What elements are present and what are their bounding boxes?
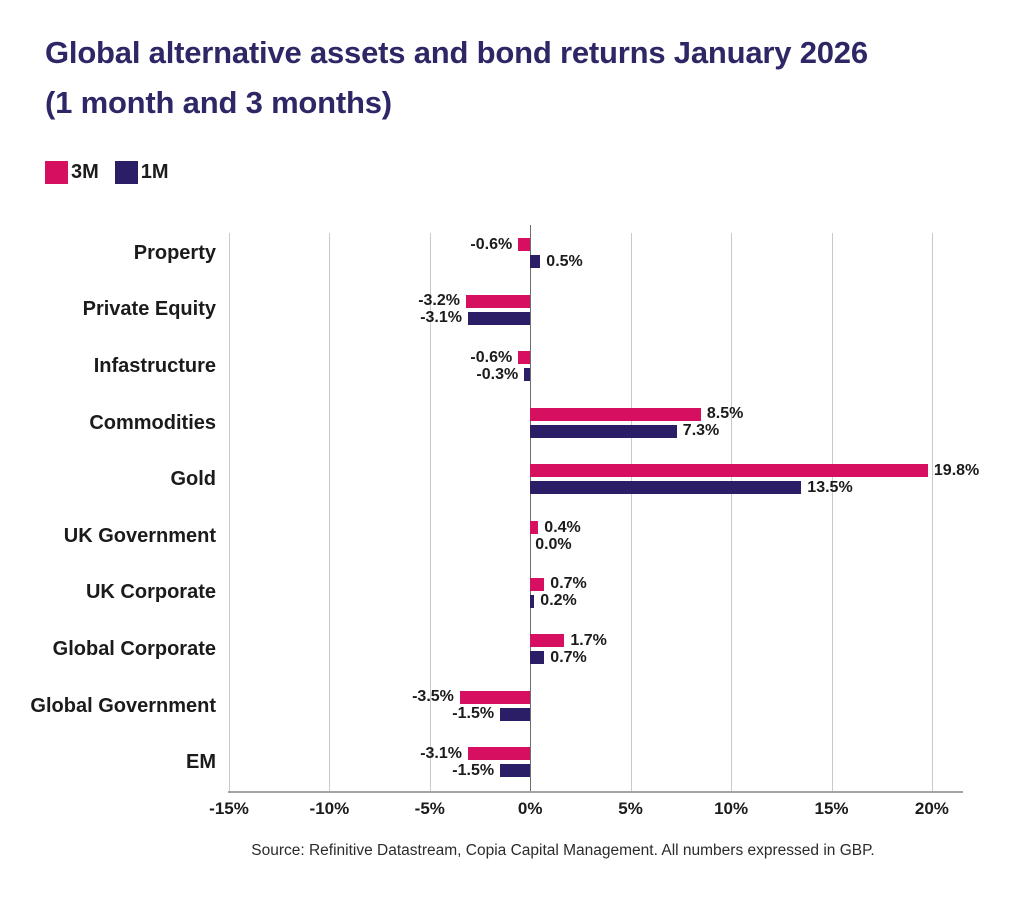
bar-value-label: 13.5%	[807, 478, 853, 496]
bar-value-label: -3.1%	[420, 744, 462, 762]
legend-label-3m: 3M	[71, 161, 99, 183]
gridline	[429, 233, 431, 791]
bar-value-label: 0.7%	[550, 648, 587, 666]
bar-1m	[530, 255, 541, 268]
gridline	[229, 233, 230, 791]
bar-value-label: -0.3%	[476, 365, 519, 383]
category-label: Global Government	[30, 694, 216, 717]
bar-value-label: 1.7%	[570, 631, 607, 649]
bar-1m	[530, 651, 545, 665]
bar-value-label: -0.6%	[470, 348, 513, 366]
bar-value-label: 0.7%	[550, 575, 587, 593]
x-tick-label: 0%	[517, 799, 543, 818]
bar-value-label: 0.5%	[546, 252, 583, 270]
category-label: Property	[133, 241, 216, 264]
bar-value-label: 0.4%	[544, 518, 581, 536]
plot-area: -0.6% 0.5% -3.2% -3.1% -0.6% -0.3% 8.5% 7.3% 19.…	[228, 225, 979, 791]
zero-gridline	[530, 225, 532, 791]
bar-value-label: -1.5%	[452, 761, 495, 779]
bar-3m	[530, 634, 565, 648]
bar-3m	[468, 747, 531, 761]
bar-1m	[530, 424, 677, 438]
bar-value-label: -3.5%	[412, 688, 454, 706]
bar-value-label: -3.1%	[420, 309, 462, 327]
gridline	[931, 233, 933, 791]
bar-1m	[524, 368, 531, 382]
bar-value-label: 19.8%	[933, 461, 980, 479]
bar-value-label: 0.2%	[540, 592, 577, 610]
category-label: UK Government	[63, 524, 216, 547]
legend-swatch-3m-icon	[45, 161, 68, 184]
x-tick-label: -10%	[309, 799, 350, 818]
category-label: Gold	[170, 468, 216, 491]
chart-title-line2: (1 month and 3 months)	[45, 85, 392, 120]
category-label: Private Equity	[82, 298, 216, 321]
bar-1m	[468, 311, 531, 325]
x-tick-label: -5%	[414, 799, 445, 818]
x-axis-labels: -15% -10% -5% 0% 5% 10% 15% 20%	[209, 799, 963, 825]
chart-title-line1: Global alternative assets and bond retur…	[45, 35, 868, 70]
bar-value-label: -1.5%	[452, 705, 495, 723]
category-label: EM	[186, 751, 216, 774]
x-axis-line	[228, 791, 963, 793]
x-tick-label: 10%	[714, 799, 749, 818]
gridline	[630, 233, 632, 791]
x-tick-label: -15%	[209, 799, 249, 818]
gridline	[731, 233, 733, 791]
bar-3m	[518, 238, 531, 251]
category-label: UK Corporate	[85, 581, 216, 604]
bar-value-label: 0.0%	[535, 535, 572, 553]
bar-1m	[500, 764, 531, 778]
legend: 3M 1M	[45, 161, 169, 184]
legend-swatch-1m-icon	[114, 161, 138, 184]
bar-3m	[459, 690, 531, 704]
gridline	[831, 233, 833, 791]
bar-value-label: 8.5%	[706, 405, 744, 423]
legend-item-3m: 3M	[45, 161, 99, 184]
x-tick-label: 20%	[914, 799, 949, 818]
category-label: Global Corporate	[52, 637, 216, 660]
bar-3m	[518, 351, 531, 365]
bar-value-label: 7.3%	[682, 422, 720, 440]
legend-label-1m: 1M	[140, 161, 169, 183]
chart-title: Global alternative assets and bond retur…	[45, 28, 995, 128]
bar-1m	[530, 481, 802, 495]
x-tick-label: 15%	[814, 799, 849, 818]
bar-3m	[530, 521, 539, 534]
bar-1m	[530, 594, 535, 608]
source-note: Source: Refinitive Datastream, Copia Cap…	[251, 842, 875, 859]
bar-value-label: -3.2%	[418, 292, 460, 310]
category-label: Commodities	[89, 411, 216, 434]
bar-3m	[530, 464, 928, 478]
x-tick-label: 5%	[618, 799, 643, 818]
gridline	[329, 233, 331, 791]
bar-value-label: -0.6%	[470, 235, 513, 253]
legend-item-1m: 1M	[114, 161, 169, 184]
bar-3m	[466, 294, 531, 308]
bar-1m	[500, 707, 531, 721]
category-label: Infastructure	[93, 354, 216, 377]
bar-3m	[530, 407, 701, 421]
bar-3m	[530, 577, 545, 591]
